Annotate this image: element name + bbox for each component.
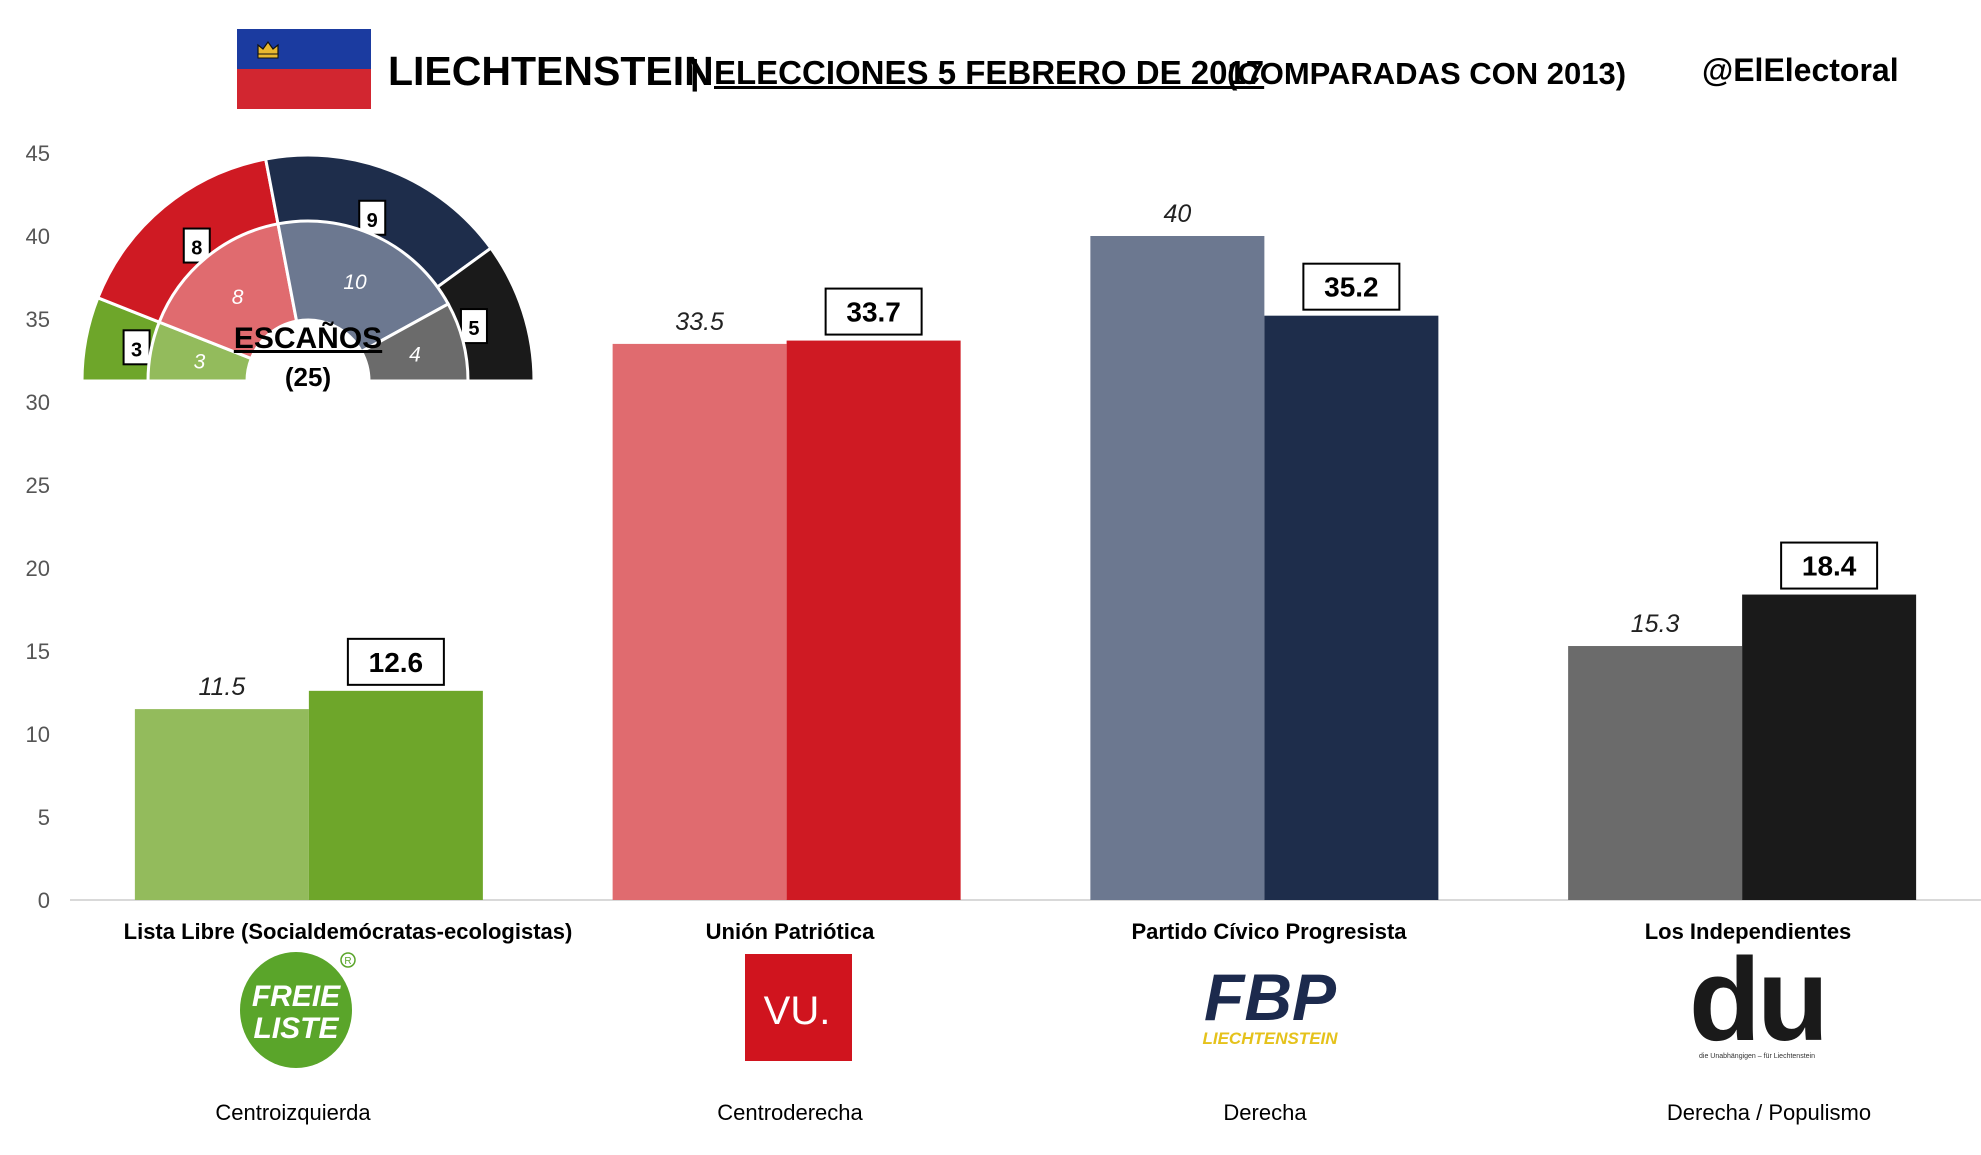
category-label-union-patriotica: Unión Patriótica: [705, 919, 875, 944]
election-title: ELECCIONES 5 FEBRERO DE 2017: [714, 54, 1265, 91]
vu-logo-text: VU.: [764, 989, 831, 1033]
y-tick-label: 35: [26, 307, 50, 332]
category-label-independientes: Los Independientes: [1644, 919, 1852, 944]
freie-liste-logo-line2: LISTE: [253, 1012, 339, 1045]
vu-logo-bg: [745, 954, 852, 1061]
data-label-box: [346, 637, 445, 686]
bar: [308, 690, 483, 900]
seats-outer-label: 9: [367, 210, 378, 232]
data-label: 33.7: [846, 297, 901, 328]
data-label: 35.2: [1324, 272, 1379, 303]
bar: [134, 709, 309, 900]
du-logo-tagline: die Unabhängigen – für Liechtenstein: [1699, 1053, 1815, 1060]
seats-inner-label: 10: [343, 271, 367, 294]
flag-red-band: [237, 69, 371, 109]
y-tick-label: 40: [26, 224, 50, 249]
title-separator: |: [690, 54, 700, 92]
data-label: 18.4: [1802, 551, 1857, 582]
y-tick-label: 10: [26, 722, 50, 747]
du-logo: du die Unabhängigen – für Liechtenstein: [1689, 948, 1829, 1064]
fbp-logo-sub: LIECHTENSTEIN: [1202, 1029, 1338, 1048]
data-label: 11.5: [198, 673, 245, 701]
y-tick-label: 30: [26, 390, 50, 415]
seats-total: (25): [285, 362, 331, 392]
freie-liste-logo-disc: [240, 952, 352, 1068]
author-handle: @ElElectoral: [1702, 52, 1899, 88]
seats-inner-segment: [157, 222, 299, 361]
freie-liste-logo-line1: FREIE: [252, 980, 341, 1013]
fbp-logo-text: FBP: [1204, 962, 1337, 1034]
seats-inner-label: 8: [232, 286, 244, 309]
seats-outer-label-box: [122, 329, 151, 366]
seats-hemicycle: 3 8 9 5 3 8 10 4 ESCAÑOS (25): [80, 153, 536, 392]
data-label: 12.6: [369, 647, 424, 678]
data-label: 33.5: [675, 308, 724, 336]
freie-liste-registered-letter: R: [344, 956, 351, 967]
seats-inner-segment: [359, 301, 470, 383]
bar: [1742, 594, 1917, 900]
seats-title: ESCAÑOS: [234, 321, 382, 355]
data-label-box: [1302, 262, 1401, 311]
bar: [786, 340, 961, 901]
ideology-lista-libre: Centroizquierda: [215, 1100, 371, 1125]
category-label-partido-civico: Partido Cívico Progresista: [1131, 919, 1407, 944]
ideology-union-patriotica: Centroderecha: [717, 1100, 863, 1125]
du-logo-text: du: [1689, 948, 1825, 1064]
data-label-box: [824, 287, 923, 336]
y-tick-label: 25: [26, 473, 50, 498]
fbp-logo: FBP LIECHTENSTEIN: [1202, 962, 1338, 1048]
y-tick-label: 5: [38, 805, 50, 830]
ideology-independientes: Derecha / Populismo: [1666, 1100, 1872, 1125]
bar: [1568, 646, 1743, 900]
comparison-note: (COMPARADAS CON 2013): [1227, 56, 1627, 91]
seats-outer-label-box: [358, 199, 387, 236]
country-title: LIECHTENSTEIN: [388, 48, 714, 94]
seats-outer-label: 5: [468, 318, 479, 340]
bar: [1264, 315, 1439, 900]
seats-inner-label: 3: [194, 350, 206, 373]
category-label-lista-libre: Lista Libre (Socialdemócratas-ecologista…: [123, 919, 573, 944]
bar: [612, 343, 787, 900]
vu-logo: VU.: [745, 954, 852, 1061]
y-tick-label: 15: [26, 639, 50, 664]
freie-liste-logo: FREIE LISTE R: [240, 952, 356, 1068]
seats-outer-label: 3: [131, 339, 142, 361]
y-tick-label: 45: [26, 141, 50, 166]
data-label: 15.3: [1631, 610, 1680, 638]
y-tick-label: 20: [26, 556, 50, 581]
data-label-box: [1780, 541, 1879, 590]
liechtenstein-flag: [237, 29, 371, 109]
y-tick-label: 0: [38, 888, 50, 913]
ideology-partido-civico: Derecha: [1223, 1100, 1307, 1125]
bar: [1090, 236, 1265, 900]
seats-outer-label: 8: [191, 238, 202, 260]
crown-icon: [257, 40, 279, 59]
data-label: 40: [1163, 200, 1191, 228]
seats-outer-label-box: [459, 308, 488, 345]
freie-liste-registered-mark: [340, 952, 356, 968]
seats-inner-segment: [276, 219, 451, 354]
seats-inner-label: 4: [409, 344, 421, 367]
